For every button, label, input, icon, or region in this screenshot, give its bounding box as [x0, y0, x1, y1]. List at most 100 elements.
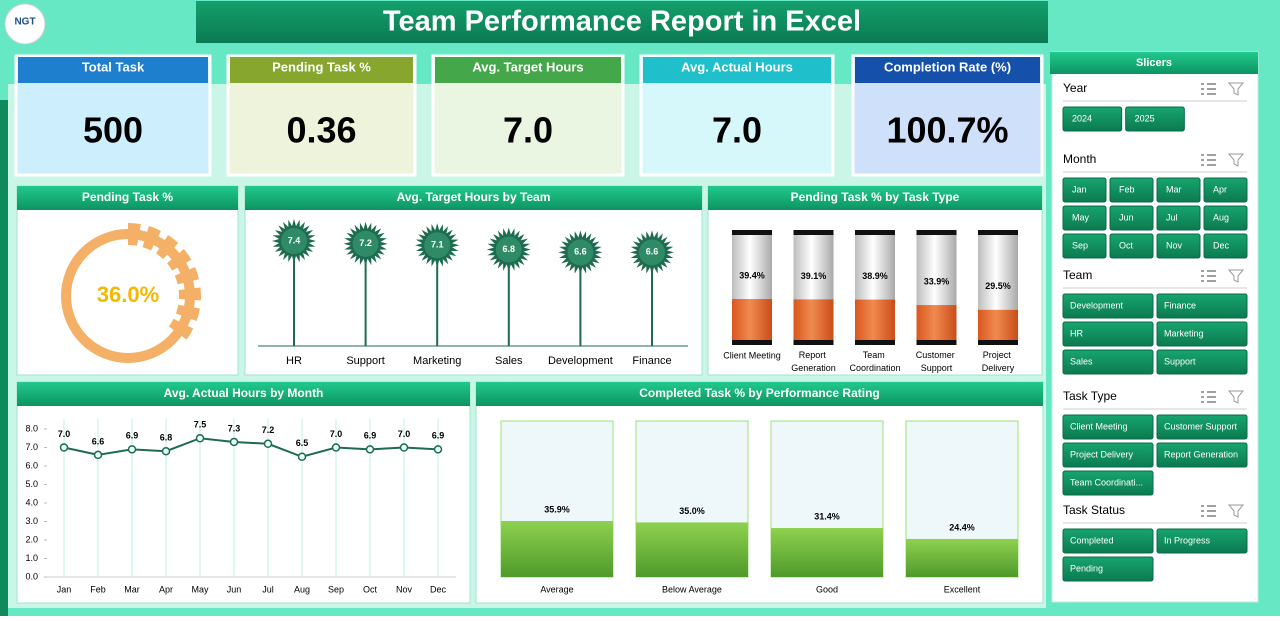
logo	[4, 3, 46, 45]
data-label: 7.0	[58, 429, 71, 439]
slicer-button-label: Marketing	[1164, 328, 1204, 338]
y-tick-label: 8.0	[25, 423, 38, 433]
slicer-button-label: Jul	[1166, 212, 1178, 222]
slicer-button[interactable]	[1203, 205, 1248, 231]
slicer-button-label: Development	[1070, 300, 1124, 310]
slicer-button[interactable]	[1062, 177, 1107, 203]
multi-select-icon[interactable]	[1201, 505, 1216, 517]
clear-filter-icon[interactable]	[1227, 269, 1245, 283]
slicer-button[interactable]	[1203, 233, 1248, 259]
slicer-button-label: Pending	[1070, 563, 1103, 573]
multi-select-icon[interactable]	[1201, 154, 1216, 166]
slicer-button-label: 2024	[1072, 113, 1092, 123]
data-label: 35.0%	[679, 506, 705, 516]
panel-title: Pending Task %	[82, 190, 173, 204]
panel-header	[708, 186, 1042, 210]
line-marker	[365, 445, 375, 454]
kpi-header	[18, 57, 208, 83]
multi-select-icon[interactable]	[1201, 270, 1216, 282]
x-tick-label: Team Coordination	[849, 350, 900, 373]
y-tick-label: 6.0	[25, 460, 38, 470]
slicer-button[interactable]	[1062, 106, 1123, 132]
slicer-button-label: May	[1072, 212, 1090, 222]
slicer-button[interactable]	[1156, 349, 1248, 375]
y-tick-label: 0.0	[25, 571, 38, 581]
data-label: 7.2	[359, 238, 372, 248]
data-label: 6.6	[92, 436, 105, 446]
slicer-button[interactable]	[1156, 205, 1201, 231]
data-label: 33.9%	[924, 276, 950, 286]
data-label: 6.5	[296, 438, 309, 448]
clear-filter-icon[interactable]	[1227, 390, 1245, 404]
lollipop-core	[639, 239, 665, 266]
slicer-button[interactable]	[1156, 414, 1248, 440]
title: Team Performance Report in Excel	[383, 6, 861, 38]
kpi-header	[435, 57, 621, 83]
x-tick-label: Jun	[227, 584, 242, 594]
cylinder-cap	[732, 230, 772, 235]
slicer-button[interactable]	[1156, 233, 1201, 259]
slicer-button[interactable]	[1156, 177, 1201, 203]
x-tick-label: Jan	[57, 584, 72, 594]
slicer-button-label: Jun	[1119, 212, 1134, 222]
slicer-button-label: Jan	[1072, 184, 1087, 194]
slicer-button[interactable]	[1156, 293, 1248, 319]
cylinder-cap	[855, 230, 895, 235]
slicer-button[interactable]	[1156, 528, 1248, 554]
multi-select-icon[interactable]	[1201, 83, 1216, 95]
slicer-button[interactable]	[1109, 233, 1154, 259]
data-label: 7.2	[262, 425, 275, 435]
slicer-button-label: Apr	[1213, 184, 1227, 194]
slicer-button-label: Sep	[1072, 240, 1088, 250]
cylinder-cap	[978, 230, 1018, 235]
kpi-label: Completion Rate (%)	[884, 59, 1011, 74]
slicer-button[interactable]	[1156, 442, 1248, 468]
lollipop-core	[424, 232, 451, 259]
kpi-value: 0.36	[286, 110, 356, 151]
data-label: 39.4%	[739, 270, 765, 280]
slicer-button[interactable]	[1062, 528, 1154, 554]
slicer-button[interactable]	[1203, 177, 1248, 203]
kpi-header	[230, 57, 413, 83]
slicer-button-label: Oct	[1119, 240, 1134, 250]
data-label: 29.5%	[985, 281, 1011, 291]
slicer-button-label: Finance	[1164, 300, 1196, 310]
x-tick-label: Mar	[124, 584, 140, 594]
slicer-button[interactable]	[1125, 106, 1185, 132]
slicer-button[interactable]	[1062, 349, 1154, 375]
kpi-label: Avg. Actual Hours	[681, 59, 793, 74]
data-label: 35.9%	[544, 504, 570, 514]
multi-select-icon[interactable]	[1201, 391, 1216, 403]
bar	[771, 528, 883, 577]
slicer-label: Task Status	[1063, 503, 1125, 517]
slicer-button[interactable]	[1062, 233, 1107, 259]
slicer-button[interactable]	[1062, 470, 1154, 496]
panel	[244, 185, 703, 376]
y-tick-label: 1.0	[25, 553, 38, 563]
slicers-header	[1050, 52, 1258, 74]
x-tick-label: Sep	[328, 584, 344, 594]
clear-filter-icon[interactable]	[1227, 153, 1245, 167]
slicer-button-label: Dec	[1213, 240, 1230, 250]
x-tick-label: Nov	[396, 584, 413, 594]
x-tick-label: Good	[816, 584, 838, 594]
panel-header	[17, 382, 470, 406]
data-label: 7.4	[288, 235, 301, 245]
slicer-button-label: Mar	[1166, 184, 1182, 194]
slicer-button[interactable]	[1062, 414, 1154, 440]
clear-filter-icon[interactable]	[1227, 504, 1245, 518]
slicer-button[interactable]	[1156, 321, 1248, 347]
slicer-button[interactable]	[1062, 442, 1154, 468]
slicer-button[interactable]	[1062, 205, 1107, 231]
slicer-button[interactable]	[1062, 321, 1154, 347]
data-label: 38.9%	[862, 271, 888, 281]
x-tick-label: Report Generation	[791, 350, 836, 373]
clear-filter-icon[interactable]	[1227, 82, 1245, 96]
line-marker	[433, 445, 443, 454]
slicer-button[interactable]	[1062, 293, 1154, 319]
lollipop-core	[567, 239, 594, 266]
slicer-button[interactable]	[1062, 556, 1154, 582]
slicer-button[interactable]	[1109, 177, 1154, 203]
slicer-button[interactable]	[1109, 205, 1154, 231]
y-tick-label: 2.0	[25, 534, 38, 544]
